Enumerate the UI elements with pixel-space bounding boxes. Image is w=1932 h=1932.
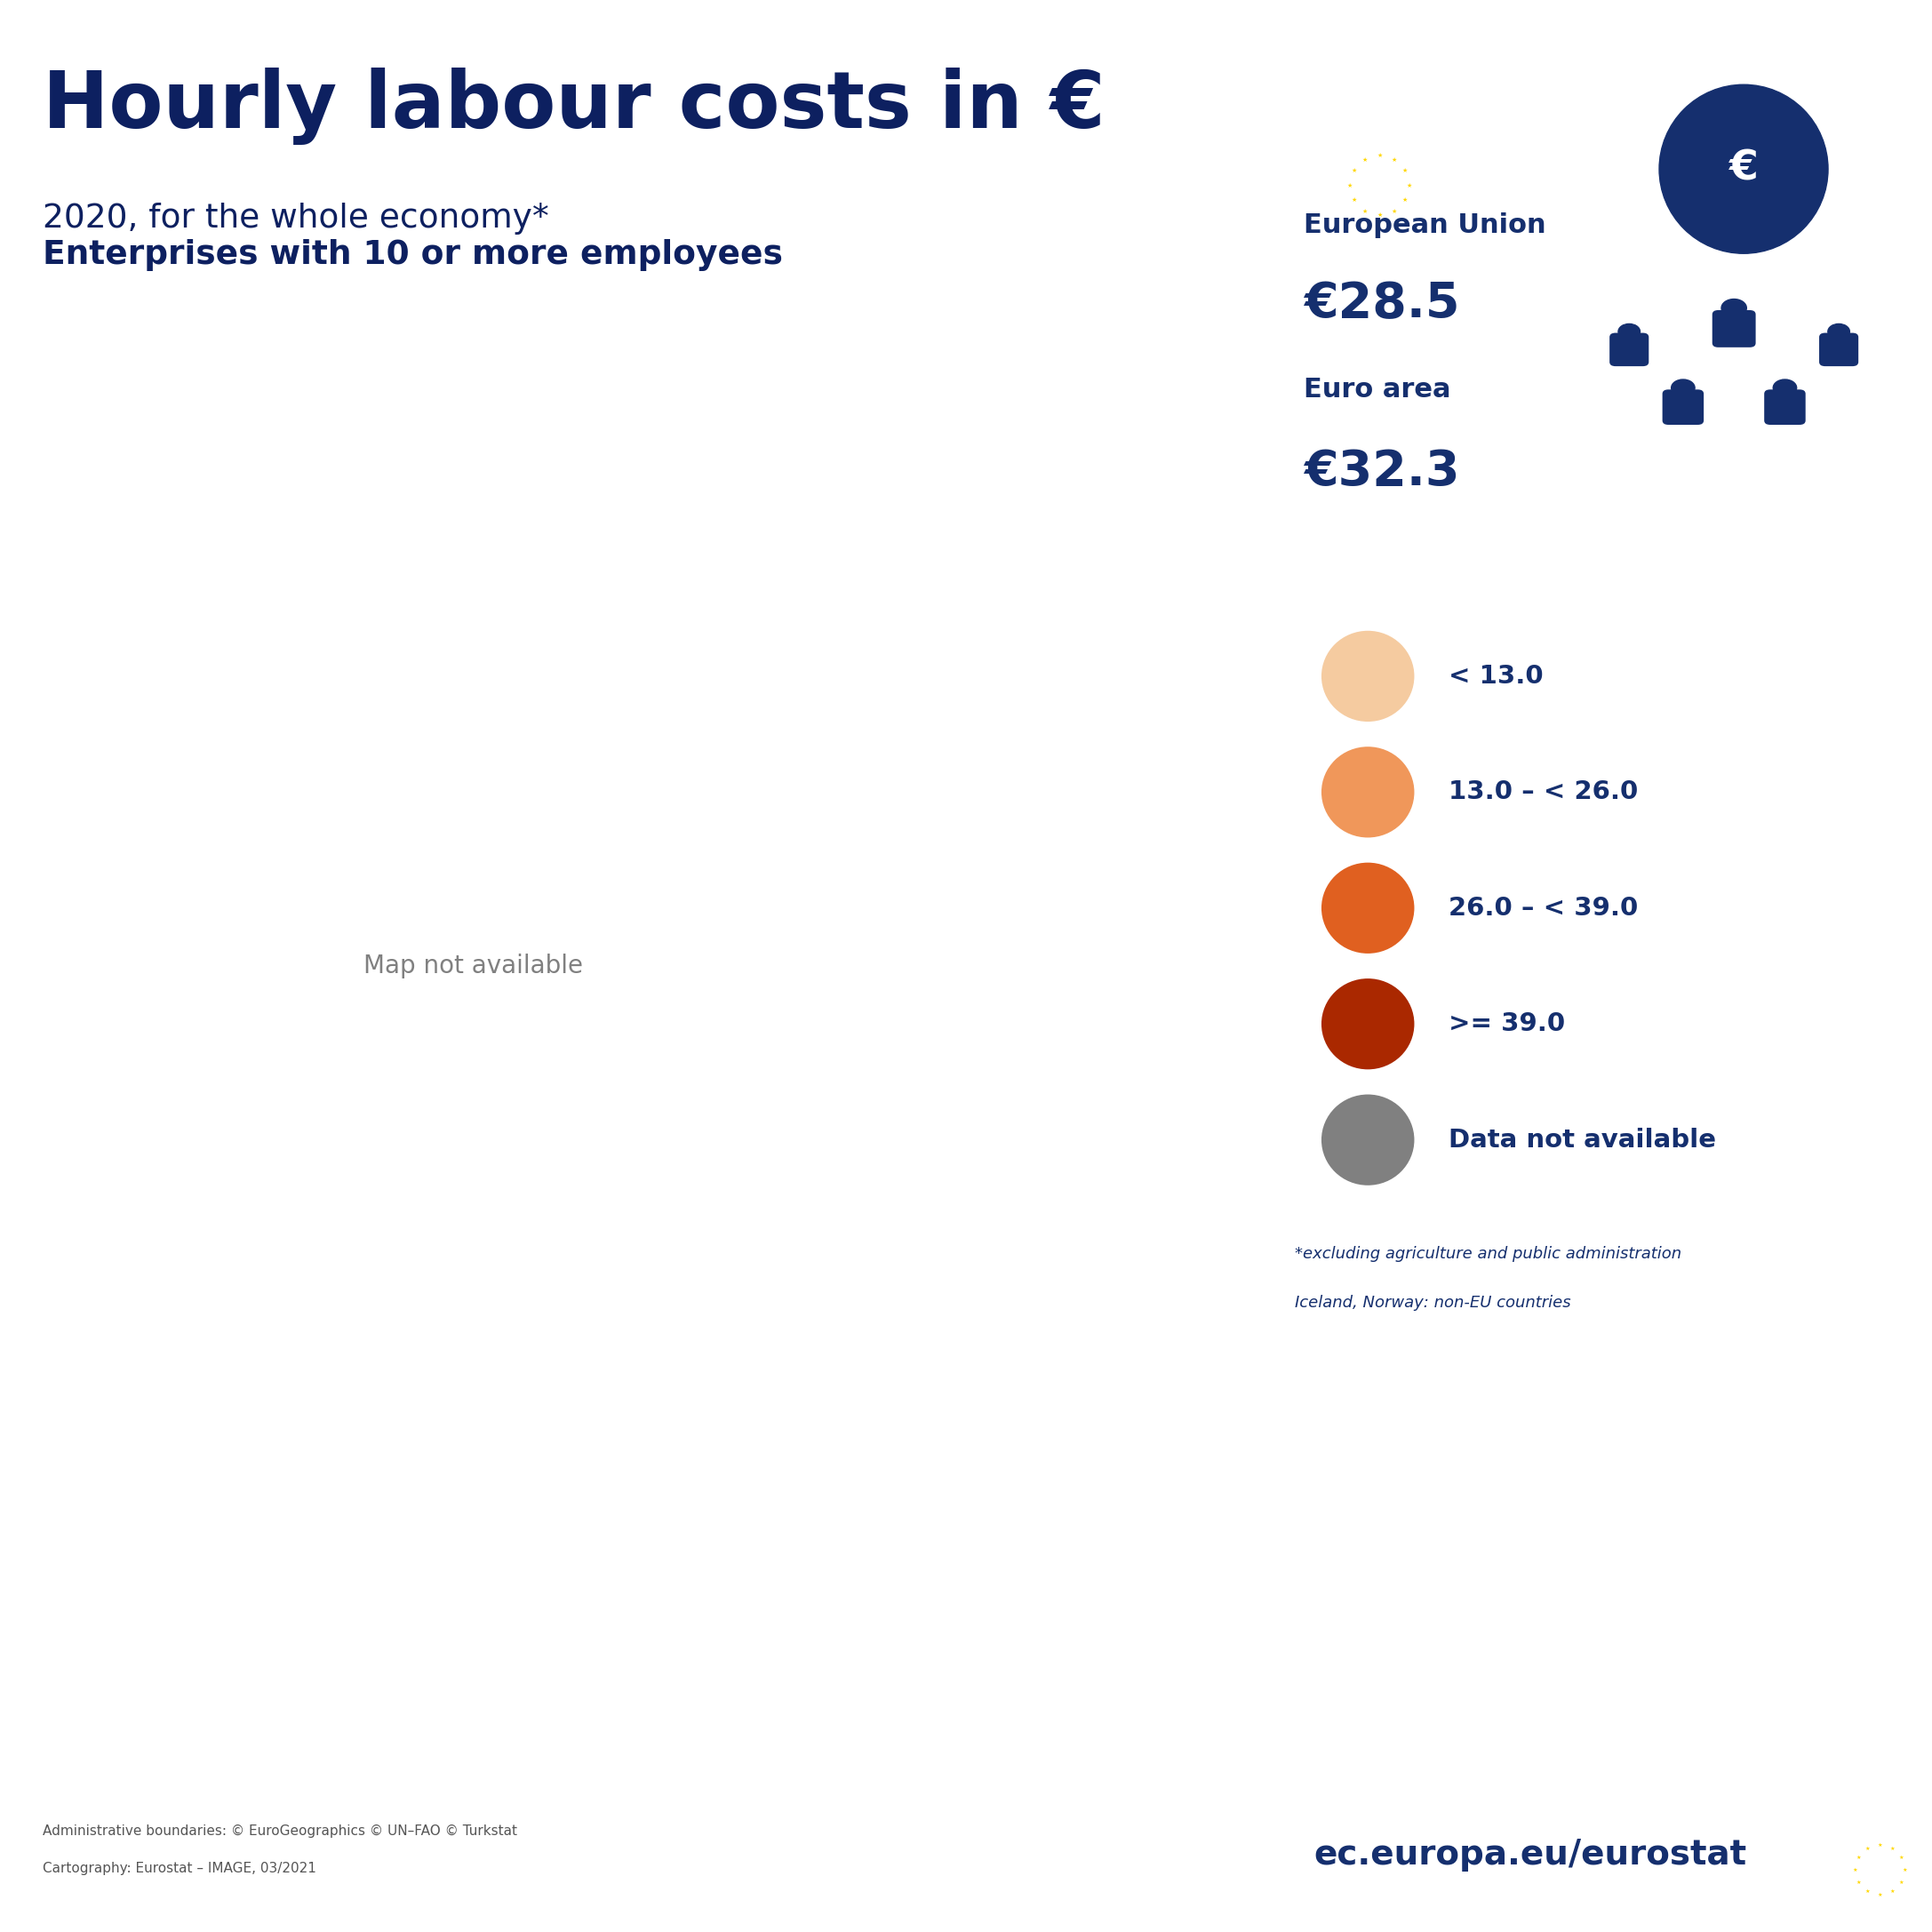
Text: €: € bbox=[1729, 149, 1758, 189]
Circle shape bbox=[1671, 379, 1694, 396]
Text: Euro area: Euro area bbox=[1304, 377, 1451, 402]
Ellipse shape bbox=[1323, 632, 1412, 721]
Text: >= 39.0: >= 39.0 bbox=[1449, 1012, 1565, 1036]
Text: ★: ★ bbox=[1889, 1847, 1895, 1851]
Text: *excluding agriculture and public administration: *excluding agriculture and public admini… bbox=[1294, 1246, 1681, 1262]
Text: Enterprises with 10 or more employees: Enterprises with 10 or more employees bbox=[43, 240, 782, 270]
Text: Cartography: Eurostat – IMAGE, 03/2021: Cartography: Eurostat – IMAGE, 03/2021 bbox=[43, 1862, 317, 1874]
Text: ★: ★ bbox=[1403, 197, 1408, 203]
FancyBboxPatch shape bbox=[1712, 311, 1756, 348]
Text: 13.0 – < 26.0: 13.0 – < 26.0 bbox=[1449, 781, 1638, 804]
Text: ★: ★ bbox=[1347, 184, 1352, 187]
Text: ★: ★ bbox=[1378, 213, 1381, 218]
Text: ★: ★ bbox=[1903, 1868, 1907, 1872]
Text: ★: ★ bbox=[1403, 168, 1408, 174]
Text: ★: ★ bbox=[1406, 184, 1412, 187]
Text: ★: ★ bbox=[1362, 156, 1368, 162]
Text: ★: ★ bbox=[1864, 1847, 1870, 1851]
Text: ★: ★ bbox=[1857, 1880, 1861, 1886]
Text: ★: ★ bbox=[1889, 1889, 1895, 1893]
Text: ★: ★ bbox=[1864, 1889, 1870, 1893]
Text: 26.0 – < 39.0: 26.0 – < 39.0 bbox=[1449, 896, 1638, 920]
Circle shape bbox=[1721, 299, 1747, 317]
Text: < 13.0: < 13.0 bbox=[1449, 665, 1544, 688]
FancyBboxPatch shape bbox=[1764, 390, 1806, 425]
Text: Map not available: Map not available bbox=[363, 954, 583, 978]
Text: ★: ★ bbox=[1391, 156, 1397, 162]
Ellipse shape bbox=[1323, 1095, 1412, 1184]
Circle shape bbox=[1619, 325, 1640, 340]
Ellipse shape bbox=[1323, 748, 1412, 837]
Text: 2020, for the whole economy*: 2020, for the whole economy* bbox=[43, 203, 549, 236]
Text: ★: ★ bbox=[1362, 209, 1368, 214]
Text: €28.5: €28.5 bbox=[1304, 280, 1461, 328]
Text: €32.3: €32.3 bbox=[1304, 448, 1461, 497]
Text: ★: ★ bbox=[1378, 153, 1381, 158]
Circle shape bbox=[1828, 325, 1849, 340]
FancyBboxPatch shape bbox=[1609, 332, 1648, 367]
Text: ★: ★ bbox=[1391, 209, 1397, 214]
FancyBboxPatch shape bbox=[1820, 332, 1859, 367]
Text: ★: ★ bbox=[1899, 1855, 1903, 1861]
FancyBboxPatch shape bbox=[1662, 390, 1704, 425]
Text: ★: ★ bbox=[1878, 1893, 1882, 1897]
Circle shape bbox=[1774, 379, 1797, 396]
Text: ★: ★ bbox=[1350, 197, 1356, 203]
Text: ★: ★ bbox=[1899, 1880, 1903, 1886]
Text: Hourly labour costs in €: Hourly labour costs in € bbox=[43, 68, 1105, 145]
Ellipse shape bbox=[1323, 980, 1412, 1068]
Text: ec.europa.eu/eurostat: ec.europa.eu/eurostat bbox=[1314, 1837, 1747, 1872]
Text: ★: ★ bbox=[1853, 1868, 1857, 1872]
Text: European Union: European Union bbox=[1304, 213, 1546, 238]
Text: Data not available: Data not available bbox=[1449, 1128, 1716, 1151]
Text: Administrative boundaries: © EuroGeographics © UN–FAO © Turkstat: Administrative boundaries: © EuroGeograp… bbox=[43, 1826, 518, 1837]
Text: ★: ★ bbox=[1350, 168, 1356, 174]
Text: ★: ★ bbox=[1878, 1843, 1882, 1847]
Text: ★: ★ bbox=[1857, 1855, 1861, 1861]
Ellipse shape bbox=[1323, 864, 1412, 952]
Circle shape bbox=[1660, 85, 1828, 253]
Text: Iceland, Norway: non-EU countries: Iceland, Norway: non-EU countries bbox=[1294, 1294, 1571, 1310]
